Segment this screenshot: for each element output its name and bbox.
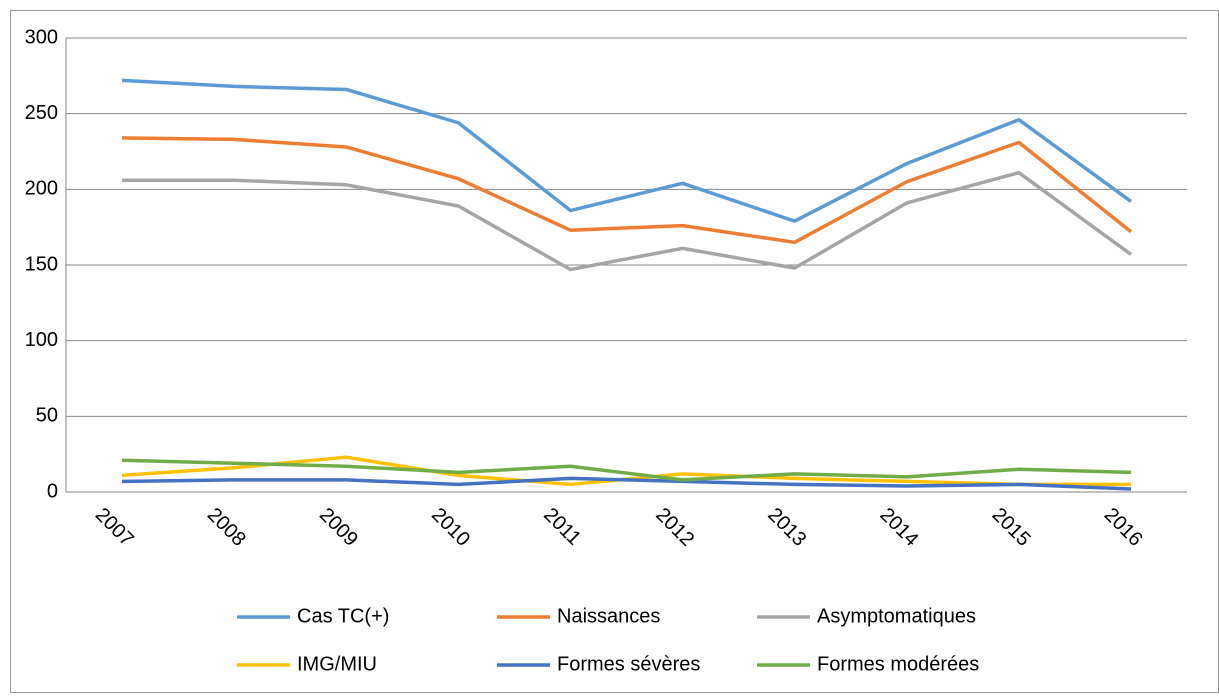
legend-label: Formes sévères — [557, 653, 700, 675]
y-tick-label: 50 — [36, 405, 58, 427]
legend-label: Naissances — [557, 605, 660, 627]
y-tick-label: 100 — [25, 329, 58, 351]
series-line — [122, 458, 1131, 482]
chart-border — [10, 10, 1219, 693]
series-line — [122, 476, 1132, 491]
y-tick-label: 150 — [25, 253, 58, 275]
legend-label: IMG/MIU — [297, 653, 377, 675]
y-tick-label: 0 — [47, 480, 58, 502]
y-tick-label: 300 — [25, 26, 58, 48]
series-line — [122, 170, 1132, 272]
legend-label: Asymptomatiques — [817, 605, 976, 627]
series-line — [122, 136, 1133, 245]
legend-label: Cas TC(+) — [297, 605, 389, 627]
y-tick-label: 250 — [25, 102, 58, 124]
y-tick-label: 200 — [25, 178, 58, 200]
legend-label: Formes modérées — [817, 653, 979, 675]
series-line — [121, 78, 1132, 223]
